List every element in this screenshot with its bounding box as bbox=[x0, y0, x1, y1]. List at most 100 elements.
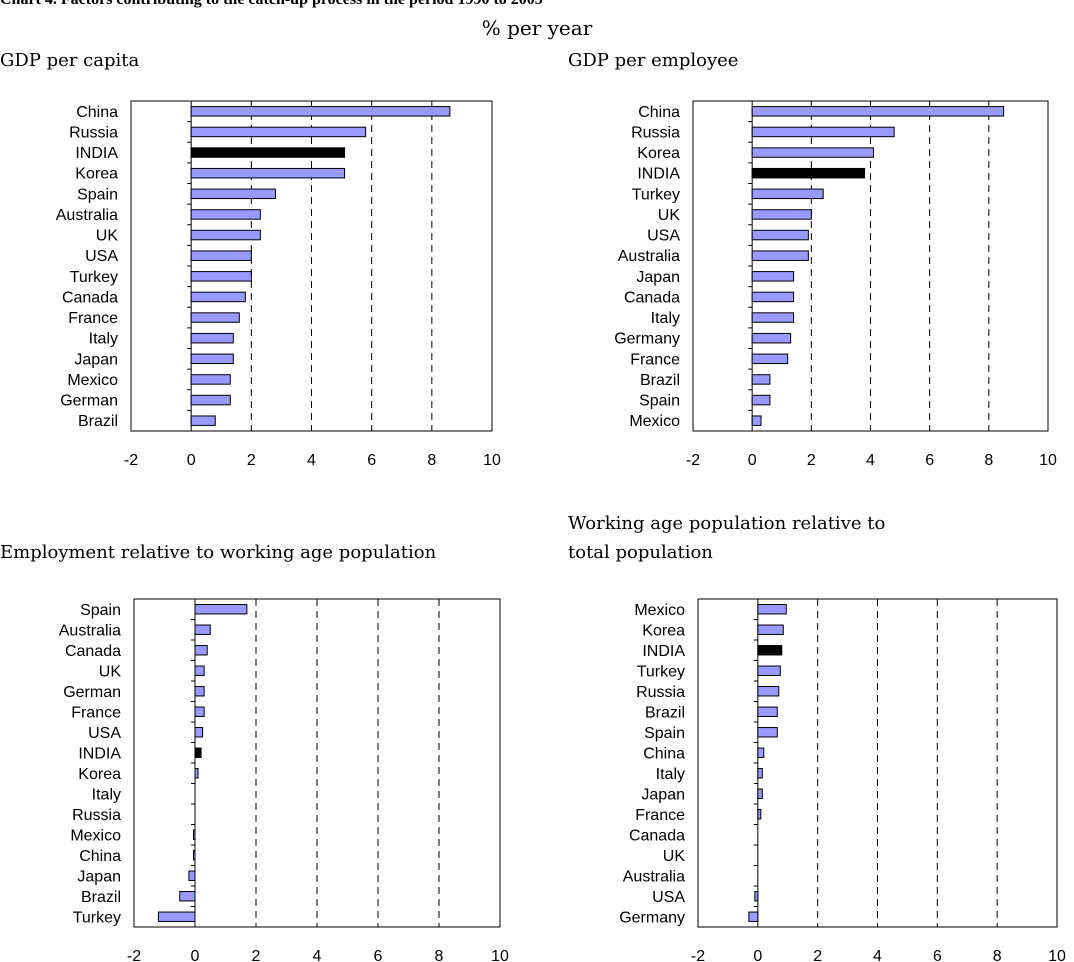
gdp-per-employee-category-label: USA bbox=[647, 228, 680, 245]
gdp-per-employee-bar-uk bbox=[751, 209, 812, 220]
employment-category-label: INDIA bbox=[78, 745, 121, 762]
gdp-per-employee-xtick-label: 4 bbox=[866, 452, 875, 469]
gdp-per-capita-xtick-label: 4 bbox=[307, 452, 316, 469]
employment-bar-uk bbox=[194, 665, 205, 676]
employment-bar-brazil bbox=[179, 891, 196, 902]
working-age-bar-usa bbox=[754, 891, 759, 902]
employment-xtick-label: 0 bbox=[191, 948, 200, 962]
employment-category-label: Mexico bbox=[70, 827, 121, 844]
employment-bar-usa bbox=[194, 727, 204, 738]
employment-category-label: Russia bbox=[72, 807, 121, 824]
working-age-category-label: USA bbox=[652, 889, 685, 906]
working-age-xtick-label: 4 bbox=[873, 948, 882, 962]
working-age-category-label: China bbox=[643, 745, 685, 762]
gdp-per-capita-bar-german bbox=[190, 394, 231, 406]
panel-title-gdp-per-employee: GDP per employee bbox=[568, 50, 739, 71]
working-age-xtick-label: 10 bbox=[1048, 948, 1066, 962]
gdp-per-capita-xtick-label: -2 bbox=[124, 452, 138, 469]
gdp-per-capita-bar-turkey bbox=[190, 271, 252, 282]
gdp-per-capita-bar-india bbox=[190, 147, 346, 158]
gdp-per-employee-category-label: Germany bbox=[614, 331, 680, 348]
gdp-per-capita-bar-usa bbox=[190, 250, 252, 261]
gdp-per-employee-category-label: UK bbox=[658, 207, 681, 224]
gdp-per-capita-xtick-label: 8 bbox=[427, 452, 436, 469]
working-age-category-label: France bbox=[635, 807, 685, 824]
gdp-per-capita-bar-france bbox=[190, 312, 240, 323]
gdp-per-employee-bar-india bbox=[751, 167, 866, 179]
employment-category-label: Turkey bbox=[73, 909, 121, 926]
employment-category-label: Japan bbox=[77, 868, 121, 885]
gdp-per-capita-category-label: USA bbox=[85, 248, 118, 265]
employment-category-label: German bbox=[63, 684, 121, 701]
employment-bar-france bbox=[194, 706, 205, 717]
gdp-per-capita-category-label: Japan bbox=[74, 351, 118, 368]
gdp-per-employee-bar-china bbox=[751, 106, 1005, 117]
employment-category-label: Korea bbox=[78, 766, 121, 783]
working-age-category-label: Mexico bbox=[634, 602, 685, 619]
gdp-per-employee-xtick-label: -2 bbox=[686, 452, 700, 469]
gdp-per-employee-xtick-label: 2 bbox=[807, 452, 816, 469]
gdp-per-employee-bar-russia bbox=[751, 126, 895, 138]
gdp-per-employee-category-label: INDIA bbox=[637, 166, 680, 183]
panel-title-employment: Employment relative to working age popul… bbox=[0, 542, 437, 563]
working-age-xtick-label: -2 bbox=[691, 948, 705, 962]
working-age-xtick-label: 2 bbox=[813, 948, 822, 962]
gdp-per-capita-category-label: Canada bbox=[62, 289, 118, 306]
working-age-category-label: Russia bbox=[636, 684, 685, 701]
gdp-per-capita-category-label: China bbox=[76, 104, 118, 121]
employment-xtick-label: 2 bbox=[252, 948, 261, 962]
gdp-per-capita-xtick-label: 6 bbox=[367, 452, 376, 469]
employment-category-label: USA bbox=[88, 725, 121, 742]
employment-category-label: Italy bbox=[92, 786, 121, 803]
employment-bar-turkey bbox=[157, 911, 196, 922]
figure-title: Chart 4. Factors contributing to the cat… bbox=[0, 0, 543, 9]
employment-bar-korea bbox=[194, 768, 199, 779]
working-age-bar-mexico bbox=[757, 604, 787, 615]
gdp-per-capita-bar-canada bbox=[190, 291, 246, 303]
gdp-per-employee-category-label: Australia bbox=[618, 248, 680, 265]
gdp-per-employee-bar-italy bbox=[751, 312, 795, 323]
working-age-xtick-label: 8 bbox=[993, 948, 1002, 962]
gdp-per-capita-bar-korea bbox=[190, 167, 346, 179]
working-age-bar-japan bbox=[757, 788, 763, 799]
gdp-per-employee-category-label: Korea bbox=[637, 145, 680, 162]
panel-title-working-age: Working age population relative to total… bbox=[568, 513, 886, 563]
gdp-per-employee-category-label: Brazil bbox=[640, 372, 680, 389]
gdp-per-capita-bar-uk bbox=[190, 229, 261, 241]
employment-xtick-label: 8 bbox=[435, 948, 444, 962]
employment-bar-japan bbox=[188, 870, 196, 881]
employment-bar-canada bbox=[194, 645, 208, 656]
gdp-per-capita-category-label: UK bbox=[96, 228, 119, 245]
gdp-per-capita-category-label: Korea bbox=[75, 166, 118, 183]
gdp-per-employee-bar-canada bbox=[751, 291, 795, 303]
gdp-per-capita-category-label: Australia bbox=[56, 207, 118, 224]
working-age-bar-korea bbox=[757, 624, 784, 635]
gdp-per-employee-category-label: Spain bbox=[639, 393, 680, 410]
gdp-per-employee-bar-usa bbox=[751, 229, 809, 241]
gdp-per-capita-category-label: Mexico bbox=[67, 372, 118, 389]
working-age-category-label: Japan bbox=[641, 786, 685, 803]
working-age-bar-russia bbox=[757, 686, 780, 697]
gdp-per-employee-bar-korea bbox=[751, 147, 874, 158]
gdp-per-capita-xtick-label: 10 bbox=[483, 452, 501, 469]
working-age-category-label: Australia bbox=[623, 868, 685, 885]
gdp-per-employee-xtick-label: 6 bbox=[925, 452, 934, 469]
employment-bar-china bbox=[192, 850, 196, 861]
gdp-per-capita-bar-brazil bbox=[190, 415, 216, 426]
working-age-category-label: Brazil bbox=[645, 704, 685, 721]
employment-category-label: Brazil bbox=[81, 889, 121, 906]
gdp-per-employee-bar-turkey bbox=[751, 188, 824, 200]
gdp-per-employee-xtick-label: 0 bbox=[748, 452, 757, 469]
working-age-bar-turkey bbox=[757, 665, 781, 676]
working-age-bar-china bbox=[757, 747, 765, 758]
unit-label: % per year bbox=[481, 16, 593, 40]
employment-bar-spain bbox=[194, 604, 248, 615]
employment-category-label: France bbox=[71, 704, 121, 721]
working-age-category-label: Canada bbox=[629, 827, 685, 844]
employment-category-label: China bbox=[79, 848, 121, 865]
working-age-category-label: Italy bbox=[656, 766, 685, 783]
gdp-per-employee-bar-spain bbox=[751, 394, 771, 406]
gdp-per-capita-xtick-label: 0 bbox=[187, 452, 196, 469]
working-age-xtick-label: 0 bbox=[753, 948, 762, 962]
